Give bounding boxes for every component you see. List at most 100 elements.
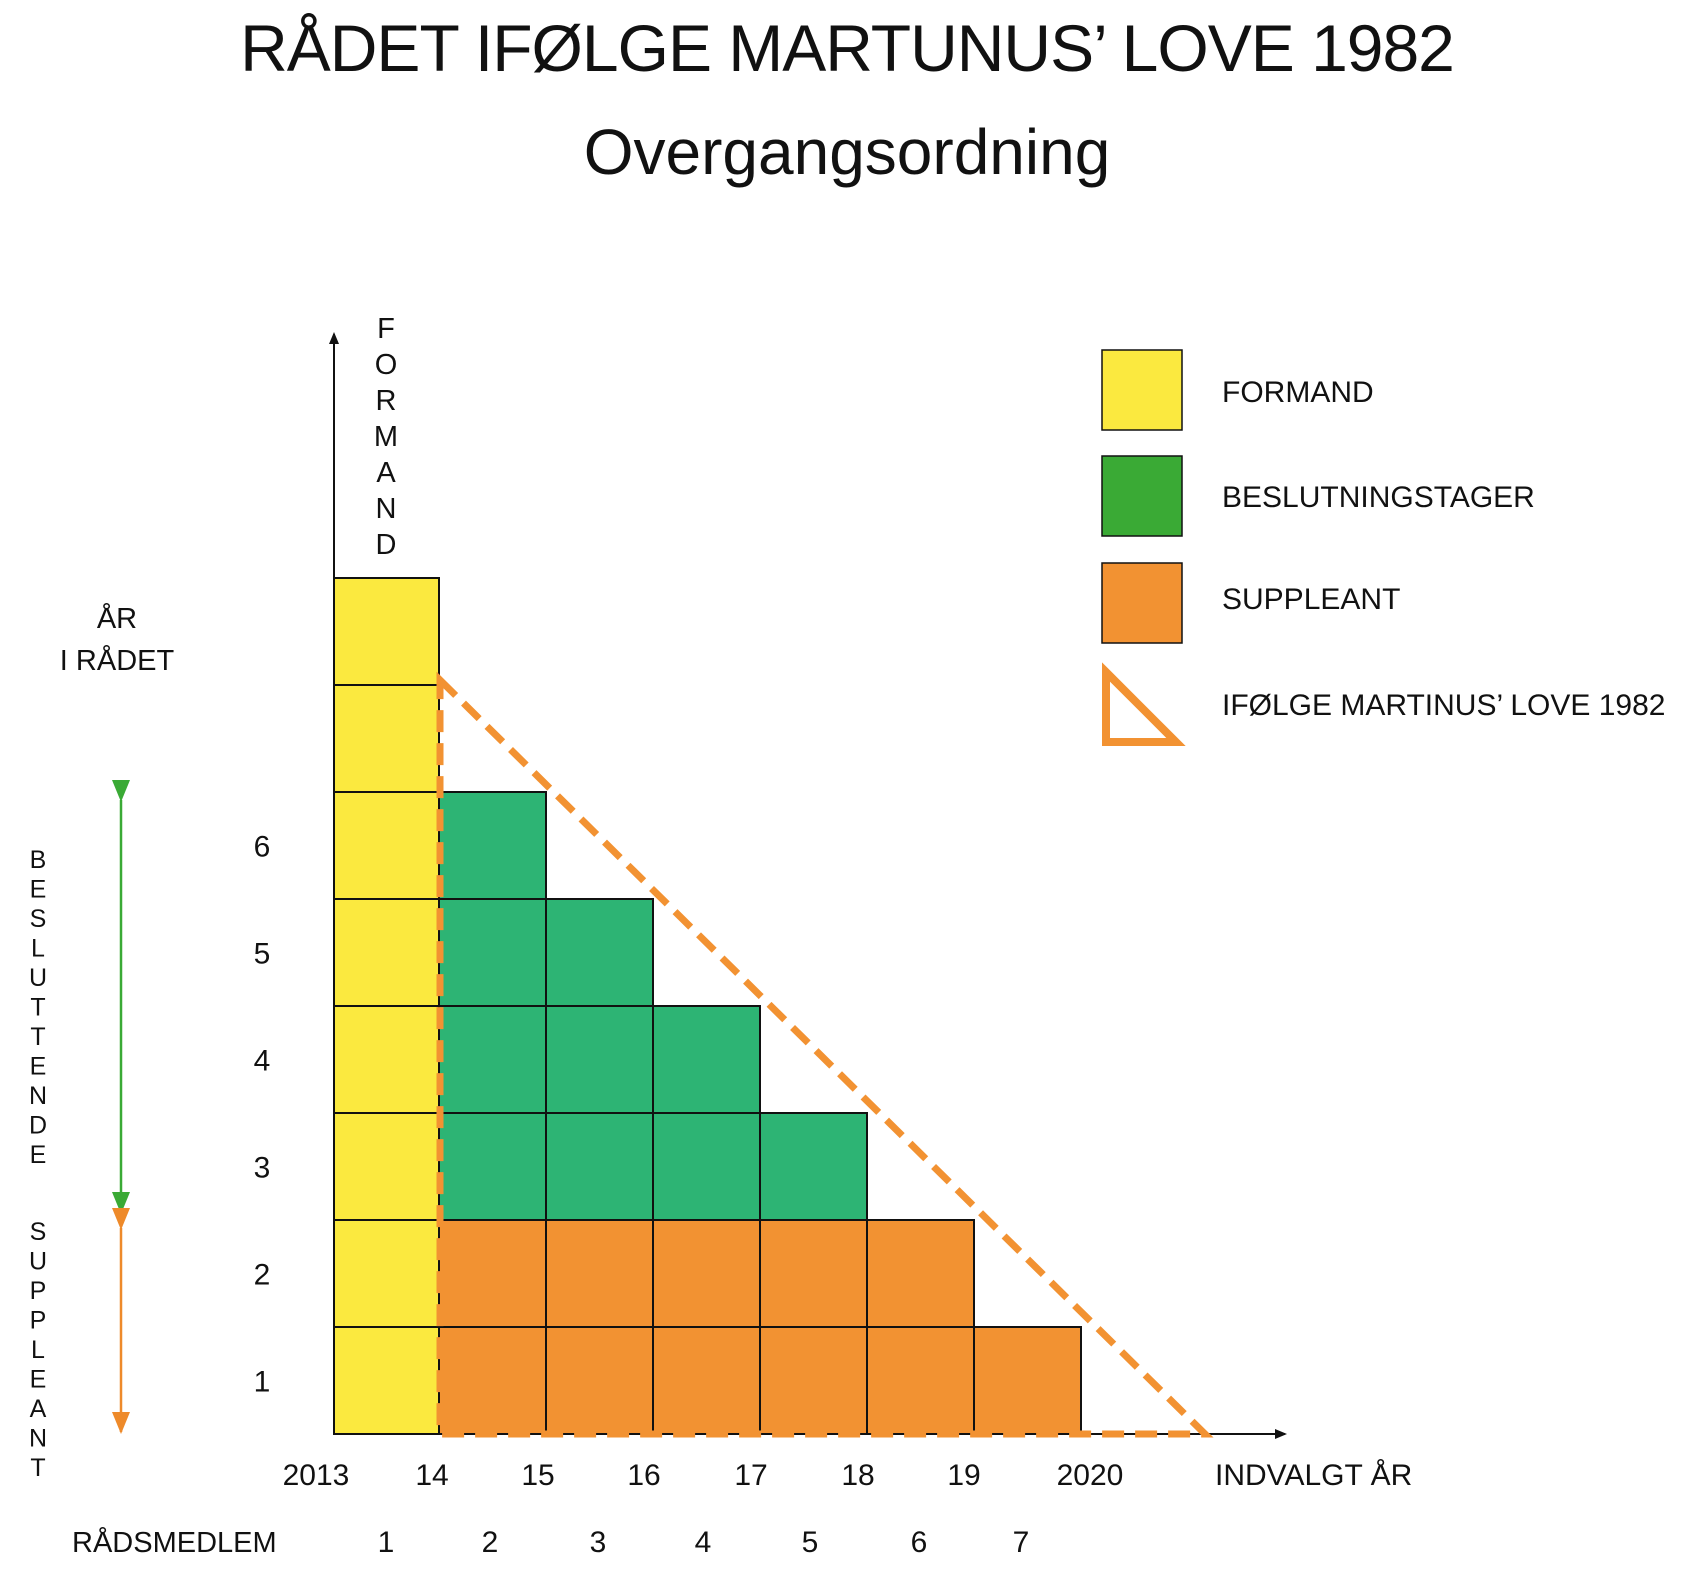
- formand-vertical-letter: R: [376, 385, 397, 417]
- suppleant-letter: P: [30, 1277, 47, 1305]
- x-tick-label: 18: [841, 1459, 874, 1492]
- suppleant-cell: [759, 1219, 868, 1328]
- y-tick-label: 3: [254, 1152, 271, 1185]
- formand-cell: [333, 1112, 440, 1221]
- member-tick-labels: 1 2 3 4 5 6 7: [378, 1526, 1030, 1559]
- member-row-label: RÅDSMEDLEM: [72, 1526, 277, 1559]
- beslutningstager-cell: [438, 1112, 547, 1221]
- year-in-council-label-line1: ÅR: [97, 602, 137, 635]
- member-tick-label: 3: [590, 1526, 607, 1559]
- formand-cell: [333, 577, 440, 686]
- besluttende-letter: L: [31, 935, 45, 963]
- suppleant-cell: [866, 1219, 975, 1328]
- suppleant-letter: T: [30, 1454, 45, 1482]
- suppleant-cell: [759, 1326, 868, 1435]
- besluttende-letter: S: [30, 905, 47, 933]
- formand-vertical-letter: O: [375, 349, 398, 381]
- x-tick-label: 2013: [283, 1459, 350, 1492]
- formand-vertical-letter: M: [374, 421, 398, 453]
- suppleant-cell: [438, 1326, 547, 1435]
- x-tick-label: 17: [734, 1459, 767, 1492]
- besluttende-letter: U: [29, 964, 47, 992]
- page-title: RÅDET IFØLGE MARTUNUS’ LOVE 1982: [240, 11, 1455, 85]
- x-tick-labels: 2013 14 15 16 17 18 19 2020: [283, 1459, 1124, 1492]
- suppleant-vertical-label: SUPPLEANT: [29, 1218, 47, 1482]
- besluttende-letter: E: [30, 1053, 47, 1081]
- formand-vertical-letter: D: [376, 529, 397, 561]
- suppleant-letter: L: [31, 1336, 45, 1364]
- besluttende-letter: E: [30, 1141, 47, 1169]
- member-tick-label: 5: [802, 1526, 819, 1559]
- martinus-triangle: [436, 671, 1214, 1438]
- formand-vertical-letter: A: [376, 457, 396, 489]
- beslutningstager-cell: [545, 898, 654, 1007]
- suppleant-cell: [545, 1326, 654, 1435]
- x-tick-label: 16: [627, 1459, 660, 1492]
- suppleant-letter: P: [30, 1307, 47, 1335]
- y-tick-label: 1: [254, 1366, 271, 1399]
- suppleant-letter: U: [29, 1248, 47, 1276]
- suppleant-cell: [973, 1326, 1082, 1435]
- besluttende-letter: T: [30, 994, 45, 1022]
- x-tick-label: 2020: [1057, 1459, 1124, 1492]
- formand-vertical-label: FORMAND: [374, 313, 398, 561]
- formand-vertical-letter: N: [376, 493, 397, 525]
- year-in-council-label-line2: I RÅDET: [60, 644, 175, 677]
- x-tick-label: 19: [947, 1459, 980, 1492]
- formand-cell: [333, 1219, 440, 1328]
- besluttende-letter: E: [30, 876, 47, 904]
- page-subtitle: Overgangsordning: [583, 116, 1111, 188]
- legend-swatch-formand: [1101, 349, 1183, 431]
- member-tick-label: 6: [911, 1526, 928, 1559]
- formand-cell: [333, 791, 440, 900]
- suppleant-letter: E: [30, 1366, 47, 1394]
- member-tick-label: 7: [1013, 1526, 1030, 1559]
- y-tick-label: 5: [254, 938, 271, 971]
- member-tick-label: 1: [378, 1526, 395, 1559]
- legend-label-formand: FORMAND: [1222, 376, 1374, 409]
- besluttende-letter: T: [30, 1023, 45, 1051]
- legend-triangle-icon: [1102, 662, 1186, 746]
- formand-cell: [333, 1005, 440, 1114]
- suppleant-cell: [545, 1219, 654, 1328]
- suppleant-cell: [866, 1326, 975, 1435]
- beslutningstager-cell: [652, 1005, 761, 1114]
- y-tick-label: 6: [254, 831, 271, 864]
- beslutningstager-cell: [545, 1112, 654, 1221]
- chart-cells: [333, 577, 1082, 1435]
- formand-vertical-letter: F: [377, 313, 395, 345]
- suppleant-letter: N: [29, 1425, 47, 1453]
- beslutningstager-cell: [438, 791, 547, 900]
- suppleant-cell: [652, 1219, 761, 1328]
- suppleant-letter: A: [30, 1395, 47, 1423]
- formand-cell: [333, 1326, 440, 1435]
- beslutningstager-cell: [759, 1112, 868, 1221]
- y-tick-label: 2: [254, 1259, 271, 1292]
- legend-swatch-beslutningstager: [1101, 455, 1183, 537]
- beslutningstager-cell: [652, 1112, 761, 1221]
- beslutningstager-cell: [438, 898, 547, 1007]
- suppleant-cell: [438, 1219, 547, 1328]
- member-tick-label: 2: [482, 1526, 499, 1559]
- x-axis-label: INDVALGT ÅR: [1215, 1459, 1412, 1492]
- formand-cell: [333, 898, 440, 1007]
- suppleant-letter: S: [30, 1218, 47, 1246]
- besluttende-letter: B: [30, 846, 47, 874]
- legend-label-beslutningstager: BESLUTNINGSTAGER: [1222, 481, 1535, 514]
- beslutningstager-cell: [438, 1005, 547, 1114]
- beslutningstager-cell: [545, 1005, 654, 1114]
- member-tick-label: 4: [695, 1526, 712, 1559]
- legend-label-suppleant: SUPPLEANT: [1222, 583, 1400, 616]
- besluttende-letter: D: [29, 1112, 47, 1140]
- legend: FORMAND BESLUTNINGSTAGER SUPPLEANT IFØLG…: [1101, 349, 1665, 746]
- formand-cell: [333, 684, 440, 793]
- besluttende-letter: N: [29, 1082, 47, 1110]
- x-tick-label: 15: [521, 1459, 554, 1492]
- x-tick-label: 14: [415, 1459, 448, 1492]
- legend-label-triangle: IFØLGE MARTINUS’ LOVE 1982: [1222, 689, 1665, 722]
- legend-swatch-suppleant: [1101, 562, 1183, 644]
- y-tick-labels: 1 2 3 4 5 6: [254, 831, 271, 1399]
